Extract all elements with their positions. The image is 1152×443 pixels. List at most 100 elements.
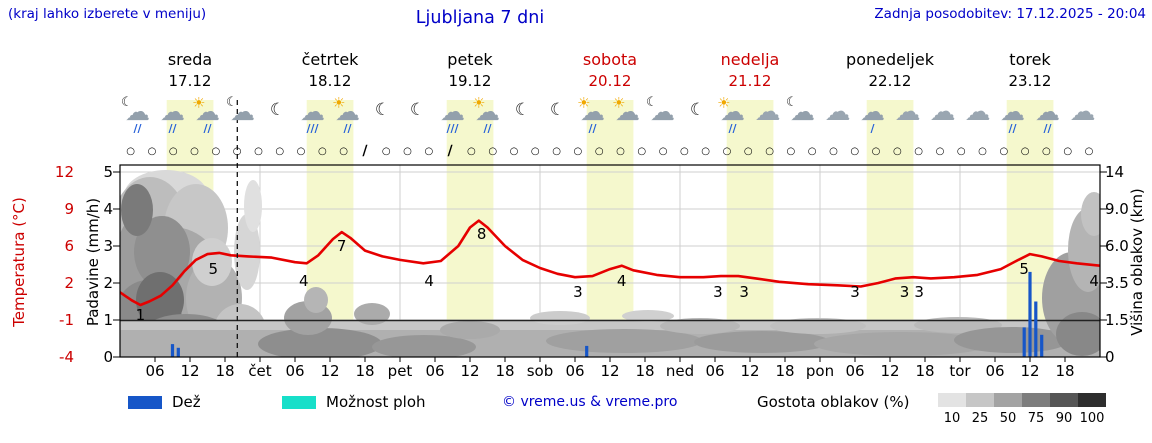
cloud-density-scale-value: 75 xyxy=(1027,411,1045,426)
cloud-glyph: ☁ xyxy=(720,97,745,126)
temperature-point-label: 4 xyxy=(616,271,627,290)
cloud-density-scale-value: 50 xyxy=(999,411,1017,426)
moon-glyph: ☾ xyxy=(549,100,566,120)
cloud-scale-label: 1.5 xyxy=(1105,311,1129,329)
wind-calm-icon: ○ xyxy=(680,145,689,157)
wind-calm-icon: ○ xyxy=(956,145,966,157)
day-header-ponedeljek: ponedeljek 22.12 xyxy=(820,50,960,90)
cloud-glyph: ☁ xyxy=(754,97,781,127)
temperature-point-label: 3 xyxy=(899,283,910,302)
moon-glyph: ☾ xyxy=(514,100,531,120)
wind-calm-icon: ○ xyxy=(999,145,1009,157)
day-name: nedelja xyxy=(720,50,780,69)
temperature-point-label: 3 xyxy=(713,283,723,302)
wind-calm-icon: ○ xyxy=(1084,145,1094,157)
rain-glyph: ∕∕ xyxy=(168,122,177,135)
wind-calm-icon: ○ xyxy=(892,145,902,157)
rain-glyph: ∕∕ xyxy=(728,122,737,135)
cloud-density-scale xyxy=(938,393,1106,407)
sun-glyph: ☀ xyxy=(472,94,486,112)
wind-calm-icon: ○ xyxy=(275,145,285,157)
precip-scale-label: 2 xyxy=(103,274,113,292)
cloud-glyph: ☁ xyxy=(230,97,255,126)
wind-calm-icon: ○ xyxy=(743,145,753,157)
weather-icon-sun-rain: ☀ ☁ ∕∕ xyxy=(470,96,505,136)
rain-glyph: ∕∕ xyxy=(588,122,597,135)
cloud-glyph: ☁ xyxy=(125,97,150,126)
temperature-point-label: 4 xyxy=(424,271,434,290)
x-axis-label: pet xyxy=(387,362,413,380)
weather-icon-cloud: ☁ xyxy=(960,96,995,136)
cloud-glyph: ☁ xyxy=(824,97,851,127)
wind-calm-icon: ○ xyxy=(530,145,540,157)
rain-glyph: ∕∕∕ xyxy=(446,122,459,135)
day-header-četrtek: četrtek 18.12 xyxy=(260,50,400,90)
sun-glyph: ☀ xyxy=(612,94,626,112)
wind-barb-icon: ∕ xyxy=(362,143,368,159)
weather-icon-cloud: ☁ xyxy=(1065,96,1100,136)
x-axis-label: 18 xyxy=(775,362,795,380)
wind-calm-icon: ○ xyxy=(168,145,178,157)
cloud-glyph: ☁ xyxy=(650,97,675,126)
weather-icon-moon: ☾ xyxy=(365,96,400,136)
weather-icon-cloud-rain: ☁ ∕∕ xyxy=(995,96,1030,136)
sun-glyph: ☀ xyxy=(192,94,206,112)
rain-glyph: ∕∕ xyxy=(1008,122,1017,135)
precip-scale-label: 1 xyxy=(103,311,113,329)
wind-calm-icon: ○ xyxy=(807,145,817,157)
rain-glyph: ∕∕ xyxy=(483,122,492,135)
cloud-density-scale-segment xyxy=(938,393,966,407)
day-date: 22.12 xyxy=(868,72,912,90)
rain-glyph: ∕∕ xyxy=(203,122,212,135)
wind-calm-icon: ○ xyxy=(190,145,199,157)
rain-legend-label: Dež xyxy=(172,393,201,411)
x-axis-label: 18 xyxy=(915,362,935,380)
wind-calm-icon: ○ xyxy=(1063,145,1073,157)
day-header-sreda: sreda 17.12 xyxy=(120,50,260,90)
wind-calm-icon: ○ xyxy=(509,145,519,157)
temperature-point-label: 5 xyxy=(1019,259,1029,278)
wind-calm-icon: ○ xyxy=(914,145,923,157)
rain-glyph: ∕∕ xyxy=(343,122,352,135)
weather-icon-cloud-rain: ☁ ∕∕ xyxy=(155,96,190,136)
cloud-glyph: ☁ xyxy=(894,97,921,127)
copyright-link[interactable]: © vreme.us & vreme.pro xyxy=(502,394,678,410)
cloud-height-axis-title: Višina oblakov (km) xyxy=(1128,188,1146,336)
cloud-glyph: ☁ xyxy=(860,97,885,126)
weather-icon-moon: ☾ xyxy=(400,96,435,136)
showers-legend-swatch xyxy=(282,396,316,409)
x-axis-label: 06 xyxy=(705,362,725,380)
cloud-scale-label: 0 xyxy=(1105,348,1115,366)
x-axis-label: 12 xyxy=(740,362,760,380)
weather-icon-sun-rain: ☀ ☁ ∕∕ xyxy=(330,96,365,136)
day-header-torek: torek 23.12 xyxy=(960,50,1100,90)
day-name: sobota xyxy=(582,50,638,69)
cloud-glyph: ☁ xyxy=(475,97,500,126)
temp-scale-label: 2 xyxy=(64,274,74,292)
day-date: 17.12 xyxy=(168,72,212,90)
temperature-point-label: 3 xyxy=(850,283,860,302)
precip-scale-label: 3 xyxy=(103,237,113,255)
weather-icon-cloud-rain: ☁ ∕∕ xyxy=(1030,96,1065,136)
rain-bars xyxy=(170,271,1044,358)
wind-calm-icon: ○ xyxy=(381,145,391,157)
wind-calm-icon: ○ xyxy=(935,145,945,157)
day-header-petek: petek 19.12 xyxy=(400,50,540,90)
x-axis-label: 12 xyxy=(320,362,340,380)
wind-calm-icon: ○ xyxy=(871,145,881,157)
wind-calm-icon: ○ xyxy=(978,145,987,157)
weather-icon-cloud-drizzle: ☁ ∕ xyxy=(855,96,890,136)
weather-icon-cloud: ☁ xyxy=(925,96,960,136)
wind-calm-icon: ○ xyxy=(467,145,476,157)
wind-barb-icon: ∕ xyxy=(447,143,453,159)
cloud-height-axis: 14 9.0 6.0 3.5 1.5 0 xyxy=(1105,0,1147,400)
cloud-density-scale-segment xyxy=(1078,393,1106,407)
cloud-glyph: ☁ xyxy=(580,97,605,126)
wind-calm-icon: ○ xyxy=(786,145,796,157)
x-axis-label: 12 xyxy=(1020,362,1040,380)
x-axis-label: 06 xyxy=(565,362,585,380)
wind-calm-icon: ○ xyxy=(701,145,711,157)
cloud-density-scale-value: 90 xyxy=(1055,411,1073,426)
